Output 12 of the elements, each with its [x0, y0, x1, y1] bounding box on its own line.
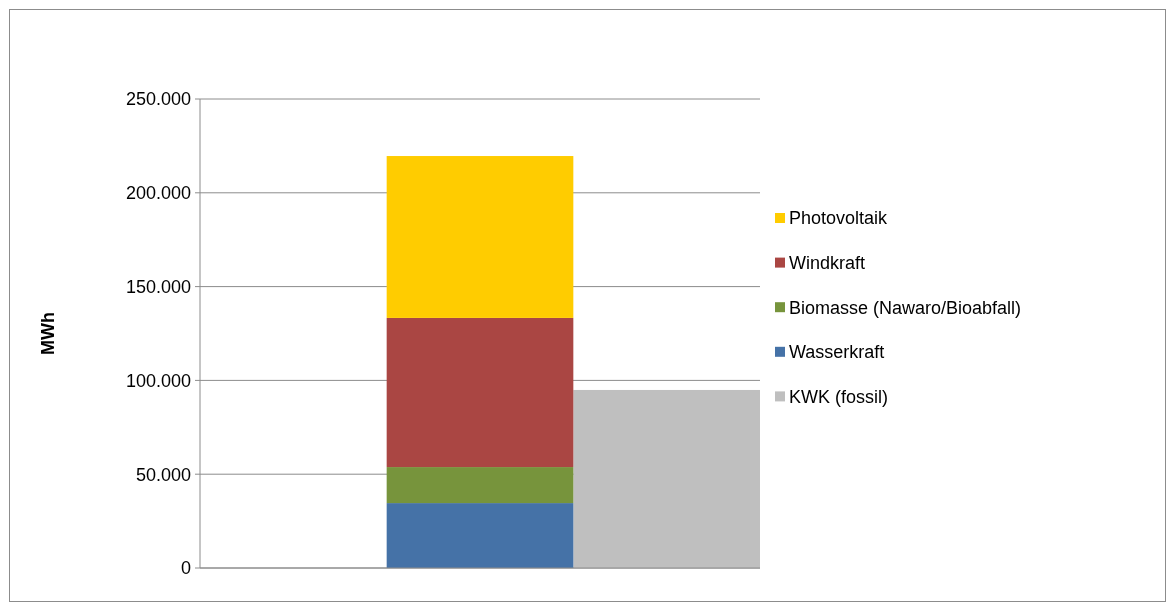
y-tick-label: 0	[180, 558, 191, 579]
legend-label: Wasserkraft	[789, 342, 885, 363]
y-axis-title: MWh	[38, 312, 58, 355]
y-tick-label: 150.000	[125, 276, 191, 297]
y-tick-label: 250.000	[125, 89, 191, 110]
legend-label: Photovoltaik	[789, 208, 889, 229]
y-tick-label: 50.000	[135, 464, 191, 485]
y-tick-label: 100.000	[125, 370, 191, 391]
legend-label: Windkraft	[789, 252, 866, 273]
legend-label: KWK (fossil)	[789, 386, 888, 407]
legend-label: Biomasse (Nawaro/Bioabfall)	[789, 297, 1022, 318]
y-tick-label: 200.000	[125, 183, 191, 204]
